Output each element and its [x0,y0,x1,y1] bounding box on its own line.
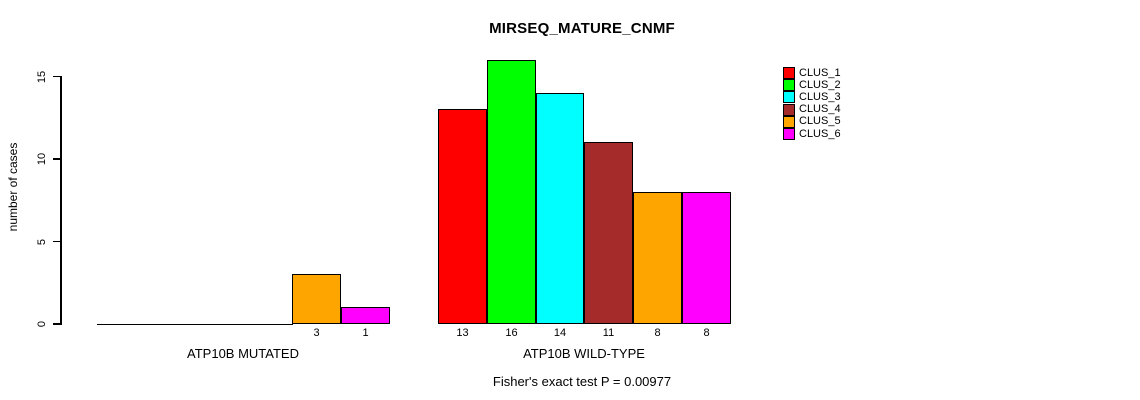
y-tick-label: 5 [36,238,48,245]
legend-swatch-icon [783,128,795,140]
y-tick-label: 0 [36,320,48,328]
chart-title: MIRSEQ_MATURE_CNMF [489,20,675,37]
bar-clus_1 [438,109,487,324]
legend-label: CLUS_5 [799,115,841,128]
legend-swatch-icon [783,67,795,79]
legend-label: CLUS_3 [799,90,841,103]
bar-value-label: 14 [553,327,567,339]
bar-clus_3 [536,93,584,324]
zero-height-bar-clus_4 [243,324,293,325]
y-axis-label: number of cases [6,142,20,232]
y-tick-mark [53,323,60,325]
y-tick-label: 15 [36,70,48,83]
y-tick-label: 10 [36,152,48,166]
zero-height-bar-clus_3 [195,324,244,325]
bar-value-label: 1 [362,327,369,339]
y-tick-mark [53,240,60,243]
bar-value-label: 3 [313,327,320,339]
bar-clus_6 [341,307,390,324]
legend-label: CLUS_4 [799,103,841,116]
bar-clus_5 [292,274,341,324]
legend-swatch-icon [783,103,795,116]
bar-clus_6 [682,192,731,324]
bar-clus_4 [584,142,633,324]
legend-label: CLUS_1 [799,66,841,79]
zero-height-bar-clus_1 [97,324,147,325]
legend-swatch-icon [783,79,795,92]
bar-value-label: 8 [703,327,710,339]
group-label-wildtype: ATP10B WILD-TYPE [523,346,645,361]
zero-height-bar-clus_2 [146,324,196,325]
y-tick-mark [53,158,60,160]
legend-swatch-icon [783,91,795,104]
group-label-mutated: ATP10B MUTATED [187,346,299,361]
legend-swatch-icon [783,115,795,128]
bar-value-label: 13 [456,327,469,339]
bar-clus_5 [633,192,682,324]
bar-value-label: 11 [602,327,615,339]
bar-clus_2 [487,60,536,324]
legend-label: CLUS_2 [799,78,841,91]
y-axis-line [60,76,62,325]
bar-value-label: 8 [654,327,661,339]
fisher-test-annotation: Fisher's exact test P = 0.00977 [492,374,672,389]
bar-value-label: 16 [505,327,518,339]
y-tick-mark [53,75,60,78]
legend-label: CLUS_6 [799,127,841,140]
